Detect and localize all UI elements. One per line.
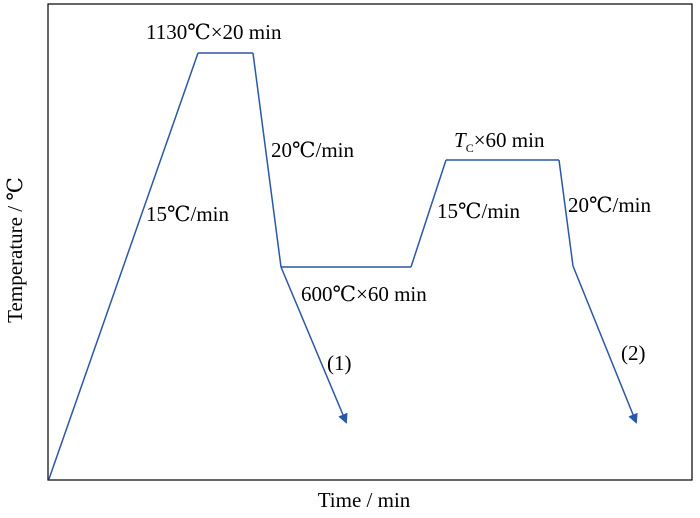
label-cool-rate-2: 20℃/min [568, 193, 651, 217]
label-route-2: (2) [621, 341, 646, 365]
plot-frame [47, 3, 693, 481]
x-axis-label: Time / min [318, 488, 411, 512]
route-2-arrow [572, 265, 638, 424]
cooling-segment-2 [558, 159, 574, 267]
label-hold-tc-rest: ×60 min [474, 128, 545, 152]
y-axis-label: Temperature / ℃ [3, 177, 27, 323]
label-hold-tc-subscript: C [466, 141, 474, 155]
label-hold-tc-symbol: T [454, 128, 467, 152]
heating-segment-1 [48, 52, 199, 480]
label-austenitize: 1130℃×20 min [146, 20, 282, 44]
label-heat-rate-2: 15℃/min [437, 199, 520, 223]
label-hold-tc: TC×60 min [454, 128, 545, 155]
cooling-segment-1 [252, 52, 282, 268]
label-route-1: (1) [327, 351, 352, 375]
heating-segment-2 [410, 159, 447, 268]
label-cool-rate-1: 20℃/min [271, 138, 354, 162]
label-hold-600: 600℃×60 min [301, 282, 427, 306]
route-1-arrow [280, 266, 348, 424]
label-heat-rate-1: 15℃/min [146, 202, 229, 226]
